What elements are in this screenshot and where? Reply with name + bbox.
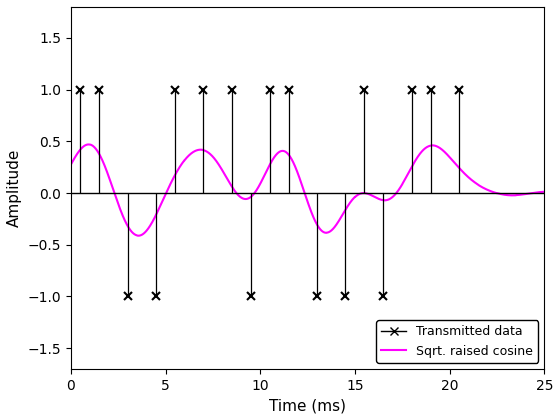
Sqrt. raised cosine	[68, 162, 74, 167]
Legend: Transmitted data, Sqrt. raised cosine: Transmitted data, Sqrt. raised cosine	[376, 320, 538, 362]
X-axis label: Time (ms): Time (ms)	[269, 398, 346, 413]
Sqrt. raised cosine	[376, 197, 382, 202]
Sqrt. raised cosine	[421, 147, 428, 152]
Sqrt. raised cosine	[86, 142, 93, 147]
Sqrt. raised cosine	[153, 210, 160, 215]
Sqrt. raised cosine	[457, 167, 464, 172]
Sqrt. raised cosine	[249, 194, 255, 199]
Sqrt. raised cosine	[541, 189, 548, 194]
Sqrt. raised cosine	[352, 194, 358, 200]
Sqrt. raised cosine	[135, 233, 142, 238]
Line: Sqrt. raised cosine: Sqrt. raised cosine	[71, 144, 544, 236]
Y-axis label: Amplitude: Amplitude	[7, 149, 22, 227]
